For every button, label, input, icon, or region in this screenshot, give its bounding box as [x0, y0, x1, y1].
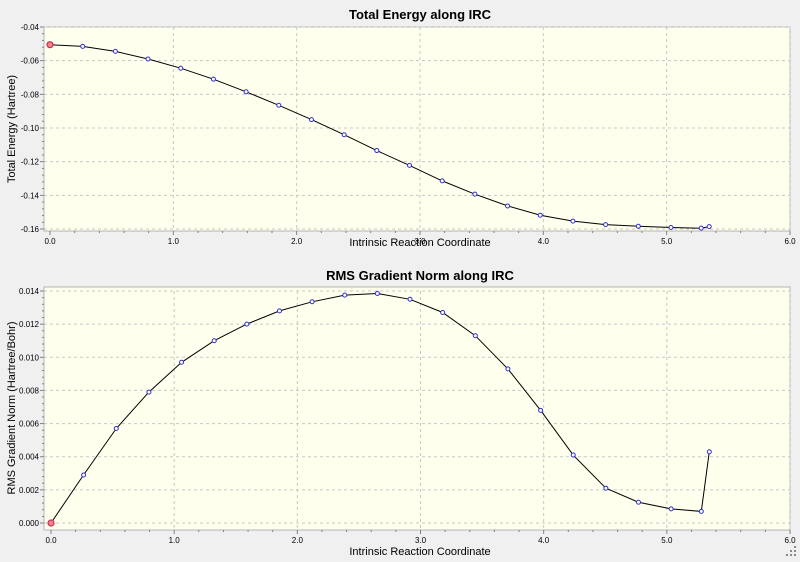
- gradient-data-point[interactable]: [81, 472, 87, 478]
- gradient-x-tick-label: 4.0: [538, 536, 550, 545]
- gradient-x-tick-label: 2.0: [292, 536, 304, 545]
- energy-data-point[interactable]: [603, 222, 609, 228]
- energy-data-point[interactable]: [472, 191, 478, 197]
- energy-axis-ticks: 0.0 1.0 2.0 3.0 4.0 5.0 6.0 -0.16 -0.14 -0.12 -0.1…: [21, 23, 796, 246]
- energy-data-point[interactable]: [374, 148, 380, 154]
- gradient-data-point[interactable]: [538, 407, 544, 413]
- gradient-data-point[interactable]: [407, 296, 413, 302]
- gradient-data-point[interactable]: [636, 499, 642, 505]
- gradient-series-points[interactable]: [47, 290, 712, 527]
- energy-y-axis-label: Total Energy (Hartree): [6, 75, 18, 183]
- gradient-data-point[interactable]: [472, 333, 478, 339]
- energy-gridlines: [44, 26, 791, 231]
- gradient-x-tick-label: 3.0: [415, 536, 427, 545]
- energy-data-point[interactable]: [145, 56, 151, 62]
- energy-y-tick-label: -0.16: [21, 225, 40, 234]
- gradient-y-tick-label: 0.014: [19, 287, 40, 296]
- gradient-x-tick-label: 1.0: [169, 536, 181, 545]
- gradient-data-point[interactable]: [570, 452, 576, 458]
- energy-current-point[interactable]: [46, 41, 54, 49]
- gradient-data-point[interactable]: [179, 359, 185, 365]
- energy-data-point[interactable]: [276, 102, 282, 108]
- energy-data-point[interactable]: [706, 224, 712, 230]
- gradient-y-tick-label: 0.010: [19, 353, 40, 362]
- energy-data-point[interactable]: [80, 43, 86, 49]
- energy-data-point[interactable]: [635, 223, 641, 229]
- energy-y-tick-label: -0.04: [21, 23, 40, 32]
- gradient-data-point[interactable]: [374, 290, 380, 296]
- gradient-x-tick-label: 0.0: [45, 536, 57, 545]
- energy-data-point[interactable]: [178, 65, 184, 71]
- gradient-data-point[interactable]: [309, 299, 315, 305]
- gradient-chart-title: RMS Gradient Norm along IRC: [326, 268, 514, 283]
- energy-x-tick-label: 0.0: [44, 237, 56, 246]
- energy-x-tick-label: 1.0: [168, 237, 180, 246]
- energy-data-point[interactable]: [243, 89, 249, 95]
- gradient-data-point[interactable]: [706, 449, 712, 455]
- energy-data-point[interactable]: [668, 224, 674, 230]
- gradient-y-tick-label: 0.004: [19, 453, 40, 462]
- energy-y-tick-label: -0.08: [21, 90, 40, 99]
- gradient-y-tick-label: 0.002: [19, 486, 40, 495]
- energy-chart-title: Total Energy along IRC: [349, 7, 492, 22]
- gradient-data-point[interactable]: [276, 308, 282, 314]
- gradient-y-tick-label: 0.012: [19, 320, 40, 329]
- energy-data-point[interactable]: [570, 218, 576, 224]
- gradient-data-point[interactable]: [211, 338, 217, 344]
- gradient-data-point[interactable]: [113, 426, 119, 432]
- gradient-data-point[interactable]: [603, 485, 609, 491]
- gradient-current-point[interactable]: [47, 519, 55, 527]
- energy-x-tick-label: 5.0: [661, 237, 673, 246]
- gradient-plot-area: [43, 286, 791, 531]
- gradient-data-point[interactable]: [244, 321, 250, 327]
- gradient-data-point[interactable]: [342, 292, 348, 298]
- gradient-x-axis-label: Intrinsic Reaction Coordinate: [349, 546, 490, 558]
- energy-series-line: [49, 44, 710, 229]
- gradient-axis-ticks: 0.0 1.0 2.0 3.0 4.0 5.0 6.0 0.000 0.002 0.004 0.00…: [19, 287, 796, 545]
- gradient-y-tick-label: 0.008: [19, 386, 40, 395]
- energy-data-point[interactable]: [407, 162, 413, 168]
- gradient-x-tick-label: 5.0: [661, 536, 673, 545]
- energy-x-axis-label: Intrinsic Reaction Coordinate: [349, 237, 490, 249]
- gradient-y-axis-label: RMS Gradient Norm (Hartree/Bohr): [6, 322, 18, 495]
- energy-data-point[interactable]: [341, 132, 347, 138]
- gradient-y-tick-label: 0.000: [19, 519, 40, 528]
- energy-data-point[interactable]: [210, 76, 216, 82]
- energy-data-point[interactable]: [112, 48, 118, 54]
- energy-plot-area: [43, 26, 791, 232]
- energy-y-tick-label: -0.12: [21, 158, 40, 167]
- gradient-x-tick-label: 6.0: [784, 536, 796, 545]
- energy-x-tick-label: 2.0: [291, 237, 303, 246]
- energy-data-point[interactable]: [439, 178, 445, 184]
- gradient-data-point[interactable]: [505, 366, 511, 372]
- energy-series-points[interactable]: [46, 41, 712, 231]
- gradient-gridlines: [44, 290, 791, 530]
- gradient-data-point[interactable]: [146, 389, 152, 395]
- gradient-y-tick-label: 0.006: [19, 420, 40, 429]
- resize-grip-icon[interactable]: [786, 546, 796, 556]
- energy-y-tick-label: -0.10: [21, 124, 40, 133]
- energy-chart: 0.0 1.0 2.0 3.0 4.0 5.0 6.0 -0.16 -0.14 -0.12 -0.1…: [6, 7, 796, 249]
- energy-data-point[interactable]: [698, 225, 704, 231]
- energy-y-tick-label: -0.14: [21, 191, 40, 200]
- energy-data-point[interactable]: [505, 203, 511, 209]
- gradient-data-point[interactable]: [698, 508, 704, 514]
- energy-data-point[interactable]: [537, 212, 543, 218]
- gradient-series-line: [50, 292, 710, 524]
- energy-x-tick-label: 3.0: [414, 237, 426, 246]
- energy-y-tick-label: -0.06: [21, 57, 40, 66]
- gradient-data-point[interactable]: [440, 310, 446, 316]
- energy-x-tick-label: 4.0: [538, 237, 550, 246]
- gradient-data-point[interactable]: [668, 506, 674, 512]
- energy-x-tick-label: 6.0: [784, 237, 796, 246]
- energy-data-point[interactable]: [308, 117, 314, 123]
- gradient-chart: 0.0 1.0 2.0 3.0 4.0 5.0 6.0 0.000 0.002 0.004 0.00…: [6, 268, 796, 558]
